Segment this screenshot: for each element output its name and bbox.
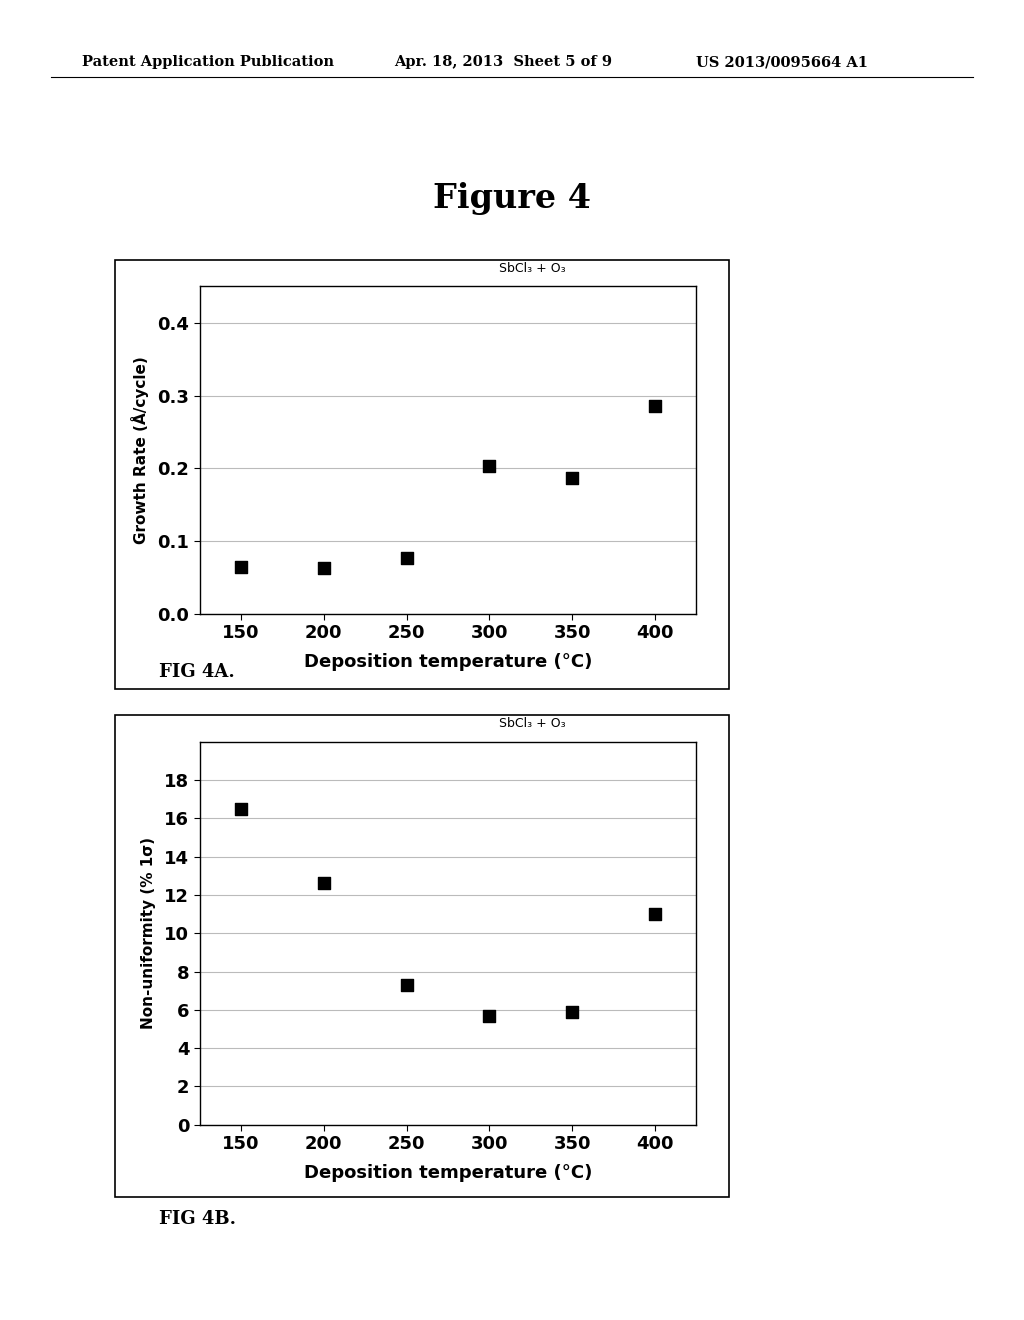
Point	[564, 1001, 581, 1022]
Point	[315, 873, 332, 894]
Text: SbCl₃ + O₃: SbCl₃ + O₃	[499, 717, 566, 730]
Text: FIG 4B.: FIG 4B.	[159, 1210, 236, 1229]
Point	[315, 557, 332, 578]
X-axis label: Deposition temperature (°C): Deposition temperature (°C)	[304, 1164, 592, 1183]
Point	[481, 1005, 498, 1026]
X-axis label: Deposition temperature (°C): Deposition temperature (°C)	[304, 653, 592, 672]
Point	[232, 799, 249, 820]
Point	[564, 467, 581, 488]
Point	[398, 548, 415, 569]
Point	[398, 974, 415, 995]
Point	[647, 903, 664, 924]
Text: FIG 4A.: FIG 4A.	[159, 663, 234, 681]
Y-axis label: Non-uniformity (% 1σ): Non-uniformity (% 1σ)	[141, 837, 156, 1030]
Y-axis label: Growth Rate (Å/cycle): Growth Rate (Å/cycle)	[131, 356, 150, 544]
Point	[647, 396, 664, 417]
Text: Patent Application Publication: Patent Application Publication	[82, 55, 334, 70]
Text: Figure 4: Figure 4	[433, 182, 591, 215]
Text: Apr. 18, 2013  Sheet 5 of 9: Apr. 18, 2013 Sheet 5 of 9	[394, 55, 612, 70]
Point	[232, 556, 249, 577]
Point	[481, 455, 498, 477]
Text: US 2013/0095664 A1: US 2013/0095664 A1	[696, 55, 868, 70]
Text: SbCl₃ + O₃: SbCl₃ + O₃	[499, 261, 566, 275]
